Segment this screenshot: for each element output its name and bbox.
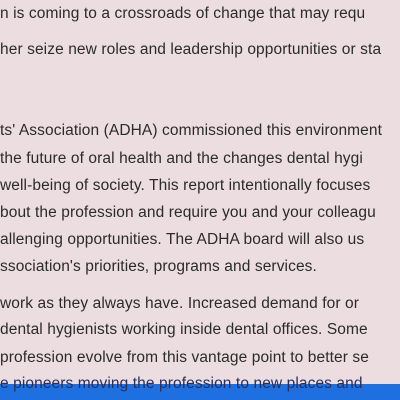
text-line-10: dental hygienists working inside dental … xyxy=(0,321,368,338)
text-highlight xyxy=(0,384,400,400)
text-line-3: ts' Association (ADHA) commissioned this… xyxy=(0,122,383,139)
text-line-5: well-being of society. This report inten… xyxy=(0,177,371,194)
text-line-6: bout the profession and require you and … xyxy=(0,204,376,221)
text-line-11: profession evolve from this vantage poin… xyxy=(0,349,369,366)
text-line-8: ssociation's priorities, programs and se… xyxy=(0,258,317,275)
text-line-12: e pioneers moving the profession to new … xyxy=(0,375,363,392)
text-line-9: work as they always have. Increased dema… xyxy=(0,295,359,312)
text-line-2: her seize new roles and leadership oppor… xyxy=(0,41,382,58)
text-line-4: the future of oral health and the change… xyxy=(0,150,363,167)
text-line-1: n is coming to a crossroads of change th… xyxy=(0,5,366,22)
text-line-7: allenging opportunities. The ADHA board … xyxy=(0,231,365,248)
